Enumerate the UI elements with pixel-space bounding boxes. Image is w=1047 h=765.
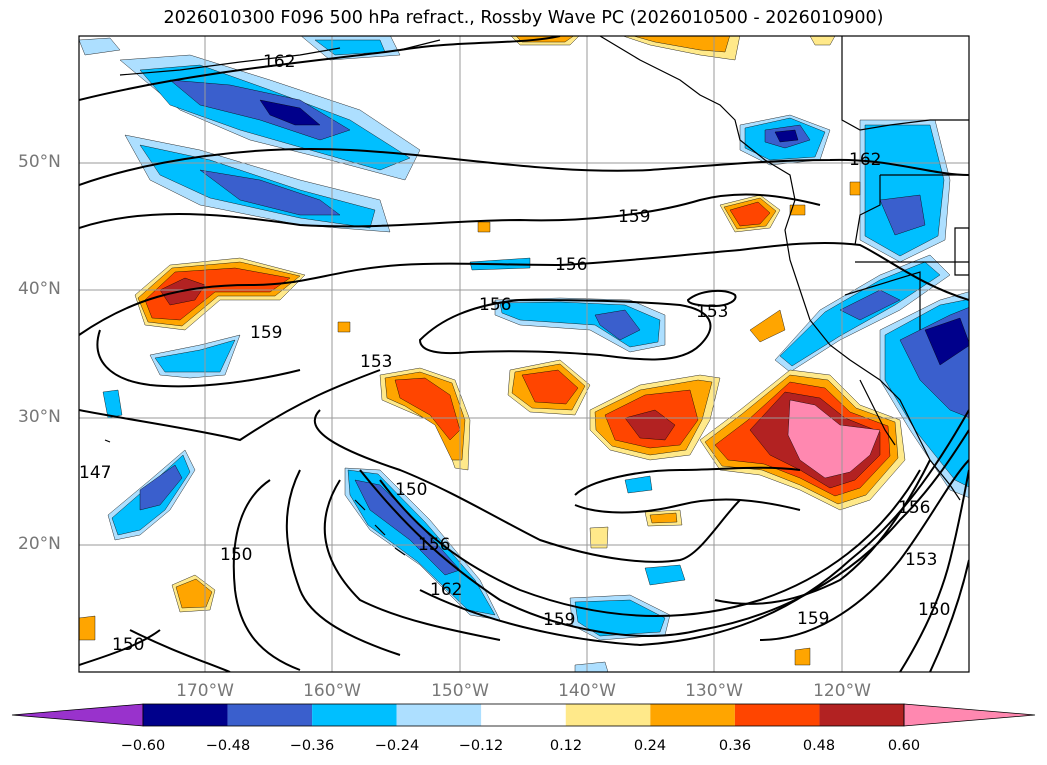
lon-label-120w: 120°W xyxy=(813,681,871,701)
lat-label-30n: 30°N xyxy=(18,407,61,427)
contour-label: 156 xyxy=(898,498,930,518)
colorbar-tick-label: 0.12 xyxy=(549,738,583,754)
colorbar-tick-label: −0.24 xyxy=(374,738,420,754)
colorbar-tick-label: 0.36 xyxy=(718,738,752,754)
lon-label-140w: 140°W xyxy=(558,681,616,701)
map-plot-area: 162 162 159 159 159 159 156 156 156 156 … xyxy=(79,36,969,672)
colorbar-segment xyxy=(312,704,397,726)
contour-label: 150 xyxy=(112,635,144,655)
colorbar-segment xyxy=(650,704,735,726)
contour-label: 150 xyxy=(918,600,950,620)
lat-label-40n: 40°N xyxy=(18,279,61,299)
colorbar-tick-label: −0.12 xyxy=(458,738,504,754)
contour-label: 156 xyxy=(479,295,511,315)
contour-labels: 162 162 159 159 159 159 156 156 156 156 … xyxy=(79,52,950,655)
contour-label: 162 xyxy=(849,150,881,170)
contour-label: 147 xyxy=(79,463,111,483)
map-title: 2026010300 F096 500 hPa refract., Rossby… xyxy=(163,8,884,28)
lat-label-20n: 20°N xyxy=(18,534,61,554)
colorbar-tick-label: −0.60 xyxy=(120,738,166,754)
colorbar-segment xyxy=(481,704,566,726)
contour-label: 159 xyxy=(797,609,829,629)
colorbar xyxy=(11,703,1036,727)
colorbar-tick-label: 0.24 xyxy=(633,738,667,754)
contour-label: 159 xyxy=(618,207,650,227)
colorbar-border xyxy=(142,703,905,727)
colorbar-segment xyxy=(143,704,228,726)
lon-label-150w: 150°W xyxy=(431,681,489,701)
colorbar-tick-label: −0.36 xyxy=(289,738,335,754)
colorbar-segment xyxy=(734,704,820,726)
refractivity-contours xyxy=(79,36,969,672)
map-frame xyxy=(78,35,970,673)
contour-label: 153 xyxy=(905,550,937,570)
lon-label-130w: 130°W xyxy=(685,681,743,701)
lon-label-160w: 160°W xyxy=(303,681,361,701)
colorbar-segment xyxy=(819,704,904,726)
contour-label: 150 xyxy=(395,480,427,500)
contour-label: 159 xyxy=(250,323,282,343)
colorbar-tick-label: 0.60 xyxy=(887,738,921,754)
colorbar-segment xyxy=(227,704,313,726)
colorbar-extend-high xyxy=(903,703,1036,727)
contour-label: 153 xyxy=(360,352,392,372)
contour-label: 153 xyxy=(696,302,728,322)
contour-label: 162 xyxy=(263,52,295,72)
colorbar-tick-label: 0.48 xyxy=(802,738,836,754)
colorbar-segment xyxy=(565,704,651,726)
contour-label: 162 xyxy=(430,580,462,600)
contour-label: 150 xyxy=(220,545,252,565)
colorbar-segment xyxy=(396,704,482,726)
contour-label: 156 xyxy=(555,255,587,275)
colorbar-extend-low xyxy=(11,703,144,727)
lat-label-50n: 50°N xyxy=(18,152,61,172)
colorbar-tick-label: −0.48 xyxy=(205,738,251,754)
contour-label: 156 xyxy=(418,535,450,555)
contour-label: 159 xyxy=(543,610,575,630)
negative-anomaly-shading xyxy=(79,36,969,672)
lon-label-170w: 170°W xyxy=(176,681,234,701)
positive-anomaly-shading xyxy=(79,36,906,666)
